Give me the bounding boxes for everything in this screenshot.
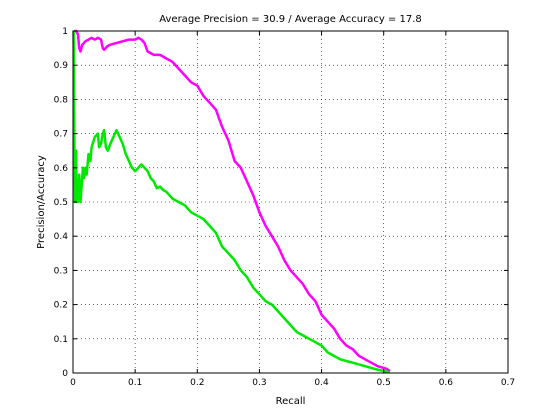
y-tick-label: 0.6 bbox=[54, 164, 69, 174]
x-tick-label: 0.5 bbox=[377, 378, 391, 388]
x-tick-label: 0.2 bbox=[190, 378, 204, 388]
chart-title: Average Precision = 30.9 / Average Accur… bbox=[159, 14, 422, 25]
y-tick-label: 0.8 bbox=[54, 95, 69, 105]
y-tick-label: 0 bbox=[62, 369, 68, 379]
y-tick-label: 0.5 bbox=[54, 198, 68, 208]
ticks: 0 0.1 0.2 0.3 0.4 0.5 0.6 0.7 0 0.1 0.2 0.3 0.4 0.5 0.… bbox=[54, 27, 515, 388]
y-tick-label: 0.2 bbox=[54, 301, 68, 311]
y-tick-label: 0.3 bbox=[54, 266, 68, 276]
x-tick-label: 0.4 bbox=[314, 378, 329, 388]
y-tick-label: 1 bbox=[62, 27, 68, 37]
y-axis-label: Precision/Accuracy bbox=[36, 155, 47, 249]
x-tick-label: 0 bbox=[70, 378, 76, 388]
series-line-2 bbox=[72, 30, 391, 374]
y-tick-label: 0.4 bbox=[54, 232, 69, 242]
x-tick-label: 0.3 bbox=[252, 378, 266, 388]
series-layer bbox=[72, 29, 391, 374]
y-tick-label: 0.9 bbox=[54, 61, 69, 71]
y-tick-label: 0.1 bbox=[54, 335, 68, 345]
x-tick-label: 0.7 bbox=[501, 378, 515, 388]
x-tick-label: 0.1 bbox=[128, 378, 142, 388]
x-tick-label: 0.6 bbox=[439, 378, 454, 388]
series-line-1 bbox=[74, 29, 391, 373]
x-axis-label: Recall bbox=[276, 396, 306, 407]
y-tick-label: 0.7 bbox=[54, 130, 68, 140]
